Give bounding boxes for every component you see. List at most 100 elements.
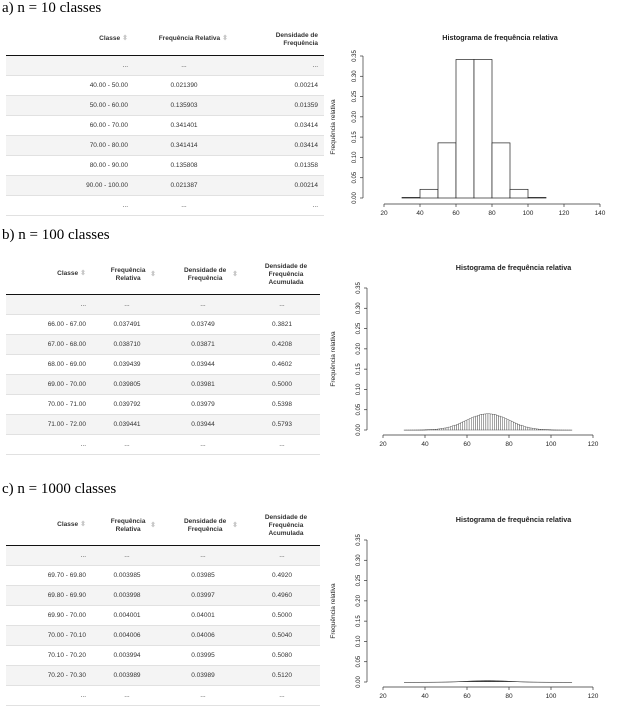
histogram-bar (498, 415, 501, 431)
histogram-bar (437, 428, 440, 431)
column-header-classe[interactable]: Classe ⬍ (6, 25, 134, 56)
table-row: 40.00 - 50.00 0.021390 0.00214 (6, 74, 324, 95)
table-cell: 69.90 - 70.00 (6, 604, 92, 625)
column-header-freq-relativa[interactable]: Frequência Relativa⬍ (134, 25, 234, 56)
column-header-densidade[interactable]: Densidade de Frequência (234, 25, 324, 56)
table-cell: 66.00 - 67.00 (6, 313, 92, 334)
table-cell: 69.80 - 69.90 (6, 584, 92, 605)
column-header-classe[interactable]: Classe ⬍ (6, 256, 92, 295)
y-tick-label: 0.15 (352, 131, 358, 143)
table-row: 68.00 - 69.00 0.039439 0.03944 0.4602 (6, 353, 320, 374)
table-cell: ... (162, 433, 244, 455)
column-header-densidade-acumulada[interactable]: Densidade de Frequência Acumulada (244, 507, 320, 546)
histogram-bar (540, 429, 543, 431)
table-cell: ... (244, 684, 320, 706)
x-tick-label: 20 (379, 441, 387, 448)
table-cell: 0.341414 (134, 134, 234, 155)
table-row: ......... (6, 194, 324, 216)
table-cell: ... (6, 293, 92, 314)
table-row: ............ (6, 684, 320, 706)
sort-arrows-icon: ⬍ (80, 270, 86, 278)
table-cell: 0.00214 (234, 74, 324, 95)
table-cell: 0.003985 (92, 564, 162, 585)
table-row: 67.00 - 68.00 0.038710 0.03871 0.4208 (6, 333, 320, 354)
table-row: 66.00 - 67.00 0.037491 0.03749 0.3821 (6, 313, 320, 334)
x-tick-label: 100 (546, 693, 557, 700)
chart-title: Histograma de frequência relativa (442, 33, 558, 42)
table-cell: 0.4208 (244, 333, 320, 354)
histogram-bar (494, 414, 497, 431)
column-header-freq-relativa[interactable]: Frequência Relativa⬍ (92, 256, 162, 295)
table-cell: 68.00 - 69.00 (6, 353, 92, 374)
y-tick-label: 0.10 (356, 635, 362, 647)
column-header-densidade-acumulada[interactable]: Densidade de Frequência Acumulada (244, 256, 320, 295)
table-cell: ... (92, 293, 162, 314)
column-header-classe[interactable]: Classe ⬍ (6, 507, 92, 546)
chart-title: Histograma de frequência relativa (456, 263, 572, 272)
table-cell: ... (244, 293, 320, 314)
histogram-bar (500, 416, 503, 431)
y-tick-label: 0.25 (356, 322, 362, 334)
x-tick-label: 120 (559, 210, 570, 217)
histogram-bar (419, 188, 439, 199)
y-tick-label: 0.20 (356, 342, 362, 354)
y-tick-label: 0.30 (356, 302, 362, 314)
table-cell: ... (6, 54, 134, 75)
histogram-bar (496, 415, 499, 431)
column-header-densidade[interactable]: Densidade de Frequência⬍ (162, 507, 244, 546)
table-cell: ... (92, 433, 162, 455)
table-n1000: Classe ⬍ Frequência Relativa⬍ Densidade d… (6, 507, 320, 706)
section-b-title: b) n = 100 classes (2, 227, 110, 243)
histogram-bar (534, 428, 537, 431)
table-cell: 0.004006 (92, 624, 162, 645)
table-cell: 0.5793 (244, 413, 320, 434)
y-tick-label: 0.35 (356, 282, 362, 294)
table-cell: 0.04006 (162, 624, 244, 645)
x-tick-label: 60 (452, 210, 460, 217)
x-tick-label: 120 (588, 693, 599, 700)
y-axis-label: Frequência relativa (330, 583, 337, 639)
table-row: 70.10 - 70.20 0.003994 0.03995 0.5080 (6, 644, 320, 665)
x-tick-label: 40 (416, 210, 424, 217)
table-cell: ... (162, 544, 244, 565)
table-cell: 70.20 - 70.30 (6, 664, 92, 685)
histogram-bar (483, 413, 487, 431)
chart-title: Histograma de frequência relativa (456, 515, 572, 524)
histogram-bar (458, 423, 461, 431)
histogram-bar (527, 427, 531, 431)
histogram-bar (513, 422, 516, 431)
table-row: ............ (6, 544, 320, 565)
y-tick-label: 0.05 (356, 655, 362, 667)
x-tick-label: 80 (488, 210, 496, 217)
y-tick-label: 0.20 (356, 594, 362, 606)
table-cell: 0.03981 (162, 373, 244, 394)
table-cell: ... (6, 433, 92, 455)
histogram-bar (529, 427, 533, 431)
y-tick-label: 0.10 (352, 151, 358, 163)
histogram-bar (437, 142, 457, 199)
histogram-bar (519, 424, 522, 431)
table-cell: ... (134, 194, 234, 216)
table-cell: ... (134, 54, 234, 75)
x-tick-label: 140 (595, 210, 606, 217)
x-tick-label: 80 (505, 441, 513, 448)
table-cell: 0.039439 (92, 353, 162, 374)
table-cell: 0.037491 (92, 313, 162, 334)
histogram-bar (509, 188, 529, 199)
table-cell: 0.5120 (244, 664, 320, 685)
table-cell: 0.003994 (92, 644, 162, 665)
column-header-freq-relativa[interactable]: Frequência Relativa⬍ (92, 507, 162, 546)
column-header-densidade[interactable]: Densidade de Frequência⬍ (162, 256, 244, 295)
y-tick-label: 0.00 (356, 424, 362, 436)
histogram-bar (441, 428, 445, 431)
table-cell: 0.5040 (244, 624, 320, 645)
histogram-bar (523, 426, 526, 431)
histogram-bar (443, 427, 447, 431)
table-cell: ... (244, 433, 320, 455)
table-cell: ... (162, 684, 244, 706)
table-row: 70.00 - 80.00 0.341414 0.03414 (6, 134, 324, 155)
histogram-bar (462, 421, 466, 431)
x-tick-label: 20 (380, 210, 388, 217)
table-cell: 0.039441 (92, 413, 162, 434)
table-row: 90.00 - 100.00 0.021387 0.00214 (6, 174, 324, 195)
